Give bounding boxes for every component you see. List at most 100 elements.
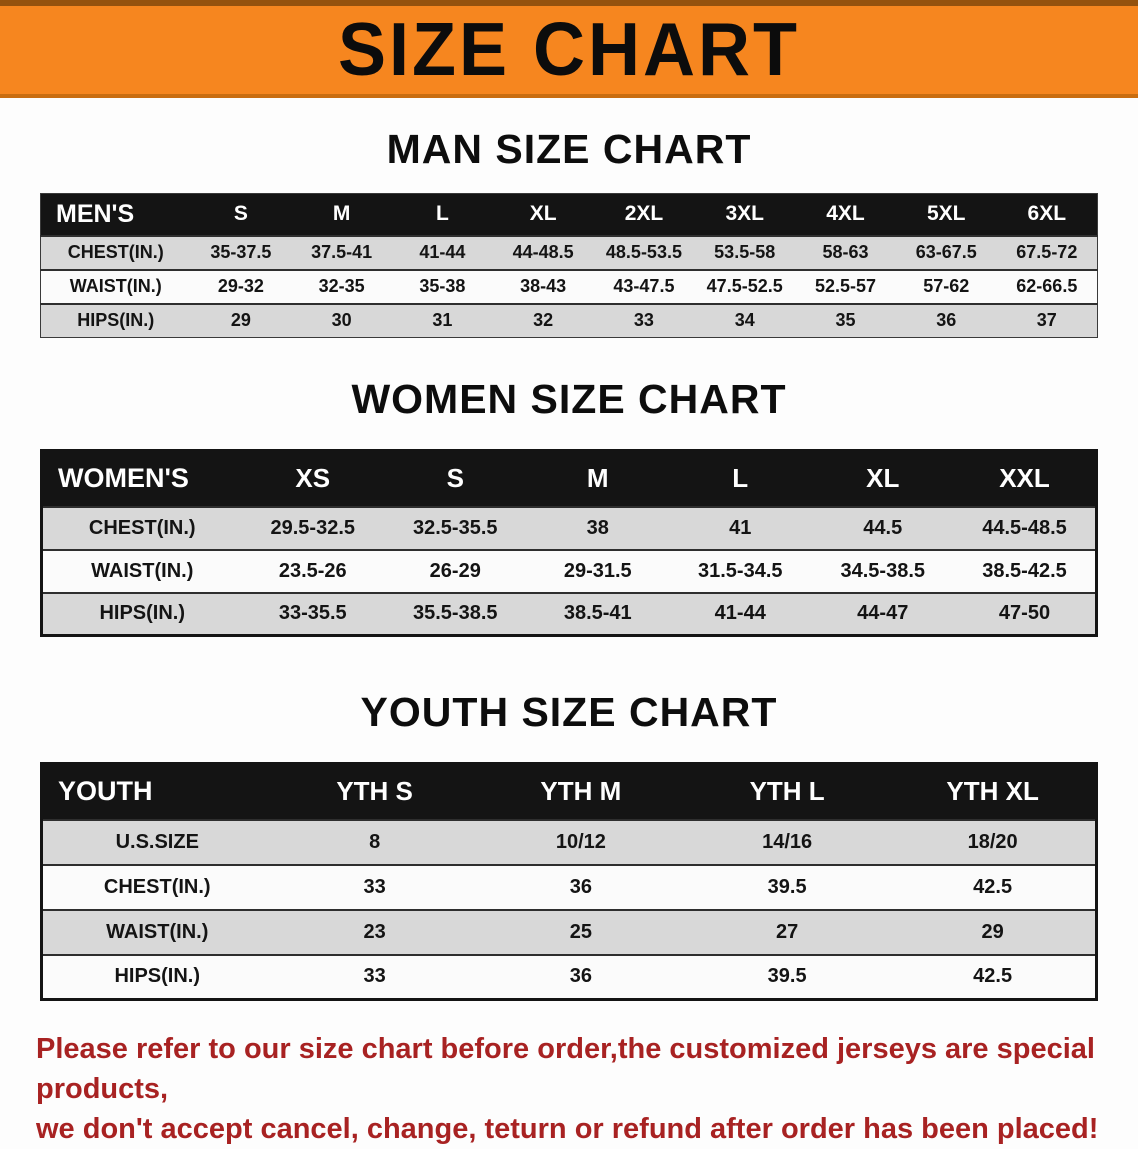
size-value-cell: 39.5	[767, 875, 807, 898]
size-value-cell: 57-62	[923, 276, 970, 296]
size-value-cell: 37	[1036, 310, 1057, 331]
size-value-cell: 29.5-32.5	[270, 516, 355, 539]
size-value-cell: 63-67.5	[915, 242, 977, 262]
women-section-title: WOMEN SIZE CHART	[351, 376, 787, 422]
size-value-cell: 48.5-53.5	[605, 242, 682, 262]
size-column-header: 4XL	[826, 202, 865, 226]
size-value-cell: 32	[533, 310, 554, 331]
size-value-cell: 35	[835, 310, 856, 331]
men-section: MAN SIZE CHART MEN'S S M L XL 2XL 3XL 4XL 5XL 6XL…	[0, 126, 1138, 338]
size-column-header: YTH L	[749, 776, 825, 807]
measurement-label: HIPS(IN.)	[77, 310, 155, 331]
size-value-cell: 67.5-72	[1016, 242, 1078, 262]
table-title-cell: YOUTH	[58, 776, 153, 807]
size-value-cell: 38	[586, 516, 609, 539]
measurement-row: HIPS(IN.) 29 30 31 32 33 34 35 36 37	[40, 303, 1098, 338]
size-value-cell: 33	[363, 965, 386, 988]
youth-size-table: YOUTH YTH S YTH M YTH L YTH XL U.S.SIZE 8 10/12…	[40, 762, 1098, 1001]
size-column-header: 2XL	[624, 202, 664, 226]
size-value-cell: 41	[729, 516, 752, 539]
measurement-row: HIPS(IN.) 33-35.5 35.5-38.5 38.5-41 41-44 44-…	[41, 592, 1097, 636]
size-value-cell: 18/20	[967, 830, 1018, 853]
men-section-title: MAN SIZE CHART	[386, 126, 752, 172]
measurement-row: CHEST(IN.) 29.5-32.5 32.5-35.5 38 41 44.5 44.5…	[41, 506, 1097, 550]
size-value-cell: 25	[569, 920, 592, 943]
size-value-cell: 27	[776, 920, 799, 943]
size-column-header: YTH S	[336, 776, 413, 807]
size-column-header: 6XL	[1027, 202, 1067, 226]
size-value-cell: 23.5-26	[278, 559, 347, 582]
size-value-cell: 38-43	[520, 276, 567, 296]
measurement-label: CHEST(IN.)	[103, 875, 211, 898]
size-value-cell: 32.5-35.5	[412, 516, 498, 539]
page-title: SIZE CHART	[338, 8, 800, 93]
table-title-cell: MEN'S	[56, 199, 135, 228]
measurement-row: WAIST(IN.) 23.5-26 26-29 29-31.5 31.5-34.5 34…	[41, 549, 1097, 593]
size-value-cell: 30	[331, 310, 352, 331]
size-value-cell: 44-48.5	[512, 242, 574, 262]
size-value-cell: 29-32	[217, 276, 264, 296]
size-column-header: L	[436, 202, 449, 226]
size-value-cell: 37.5-41	[311, 242, 373, 262]
size-column-header: XS	[295, 463, 331, 494]
size-value-cell: 31	[432, 310, 453, 331]
size-column-header: YTH XL	[946, 776, 1039, 807]
men-size-table: MEN'S S M L XL 2XL 3XL 4XL 5XL 6XL CHEST(IN.) 35-37…	[40, 193, 1098, 338]
size-value-cell: 34	[734, 310, 755, 331]
size-value-cell: 29-31.5	[563, 559, 632, 582]
table-header-row: YOUTH YTH S YTH M YTH L YTH XL	[41, 763, 1097, 820]
size-value-cell: 31.5-34.5	[697, 559, 783, 582]
measurement-label: U.S.SIZE	[115, 830, 199, 853]
size-value-cell: 35-38	[419, 276, 466, 296]
size-column-header: L	[732, 463, 749, 494]
size-value-cell: 38.5-42.5	[982, 559, 1067, 582]
table-title-cell: WOMEN'S	[58, 463, 189, 494]
size-value-cell: 42.5	[973, 875, 1013, 898]
measurement-label: WAIST(IN.)	[106, 920, 209, 943]
size-value-cell: 36	[936, 310, 957, 331]
measurement-row: WAIST(IN.) 29-32 32-35 35-38 38-43 43-47.5 47.…	[40, 269, 1098, 304]
size-column-header: XL	[866, 463, 900, 494]
measurement-row: CHEST(IN.) 33 36 39.5 42.5	[41, 864, 1097, 910]
size-value-cell: 44.5-48.5	[982, 516, 1067, 539]
measurement-row: WAIST(IN.) 23 25 27 29	[41, 909, 1097, 955]
size-column-header: XXL	[999, 463, 1050, 494]
size-value-cell: 43-47.5	[613, 276, 675, 296]
size-value-cell: 32-35	[318, 276, 365, 296]
youth-section: YOUTH SIZE CHART YOUTH YTH S YTH M YTH L YTH…	[0, 689, 1138, 1001]
size-value-cell: 53.5-58	[714, 242, 776, 262]
measurement-label: CHEST(IN.)	[88, 516, 196, 539]
size-value-cell: 33	[363, 875, 386, 898]
size-value-cell: 62-66.5	[1016, 276, 1078, 296]
size-column-header: YTH M	[540, 776, 622, 807]
table-header-row: MEN'S S M L XL 2XL 3XL 4XL 5XL 6XL	[40, 193, 1098, 236]
size-value-cell: 10/12	[555, 830, 606, 853]
size-value-cell: 44-47	[857, 602, 909, 625]
size-value-cell: 35-37.5	[210, 242, 272, 262]
measurement-row: U.S.SIZE 8 10/12 14/16 18/20	[41, 819, 1097, 865]
size-value-cell: 8	[369, 830, 381, 853]
size-value-cell: 47-50	[998, 602, 1051, 625]
measurement-label: HIPS(IN.)	[99, 602, 186, 625]
note-line-1: Please refer to our size chart before or…	[36, 1033, 1095, 1106]
size-value-cell: 36	[569, 875, 592, 898]
size-column-header: S	[233, 202, 248, 226]
women-size-table: WOMEN'S XS S M L XL XXL CHEST(IN.) 29.5-32.5 32.5…	[40, 449, 1098, 637]
size-value-cell: 38.5-41	[563, 602, 632, 625]
size-value-cell: 35.5-38.5	[412, 602, 498, 625]
size-value-cell: 58-63	[822, 242, 869, 262]
banner: SIZE CHART	[0, 0, 1138, 98]
size-value-cell: 29	[230, 310, 251, 331]
size-value-cell: 41-44	[419, 242, 466, 262]
size-value-cell: 41-44	[714, 602, 766, 625]
size-value-cell: 52.5-57	[814, 276, 876, 296]
footer-note: Please refer to our size chart before or…	[36, 1029, 1102, 1149]
size-value-cell: 44.5	[863, 516, 903, 539]
size-column-header: XL	[529, 202, 557, 226]
measurement-label: WAIST(IN.)	[69, 276, 162, 296]
size-value-cell: 36	[569, 965, 592, 988]
size-value-cell: 39.5	[767, 965, 807, 988]
size-value-cell: 33-35.5	[278, 602, 347, 625]
measurement-label: HIPS(IN.)	[114, 965, 201, 988]
